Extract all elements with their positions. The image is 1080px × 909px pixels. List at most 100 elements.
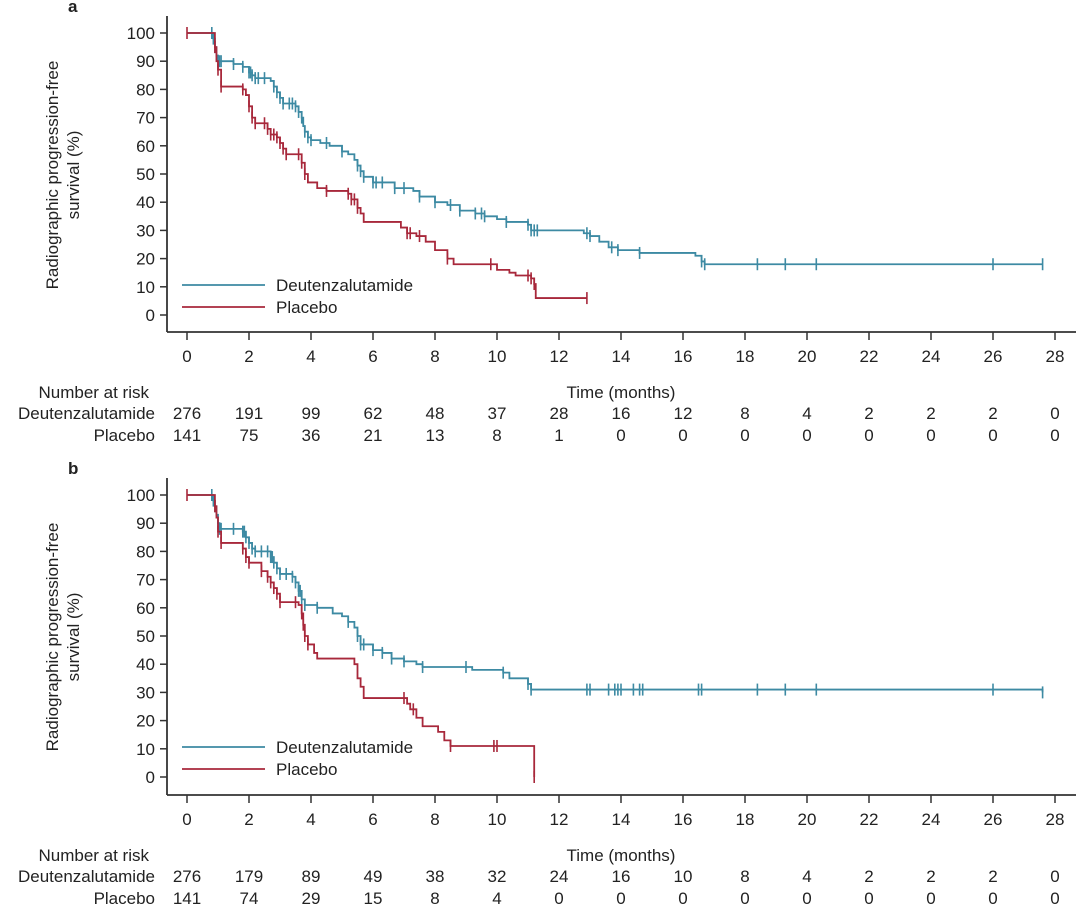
risk-value: 4 xyxy=(802,404,811,423)
risk-value: 8 xyxy=(740,867,749,886)
risk-value: 38 xyxy=(426,867,445,886)
risk-value: 0 xyxy=(802,426,811,445)
y-tick-label: 20 xyxy=(136,712,155,731)
risk-value: 141 xyxy=(173,889,201,908)
risk-table-title: Number at risk xyxy=(38,383,149,402)
x-tick-label: 28 xyxy=(1046,810,1065,829)
risk-value: 29 xyxy=(302,889,321,908)
y-tick-label: 40 xyxy=(136,655,155,674)
x-tick-label: 8 xyxy=(430,810,439,829)
y-tick-label: 100 xyxy=(127,24,155,43)
risk-value: 0 xyxy=(1050,867,1059,886)
y-axis-title-line: Radiographic progression-free xyxy=(43,61,62,290)
risk-value: 0 xyxy=(926,889,935,908)
legend-label: Deutenzalutamide xyxy=(276,738,413,757)
risk-row-label: Placebo xyxy=(94,426,155,445)
risk-row-label: Deutenzalutamide xyxy=(18,867,155,886)
risk-value: 141 xyxy=(173,426,201,445)
risk-value: 0 xyxy=(740,426,749,445)
risk-value: 0 xyxy=(864,426,873,445)
risk-value: 0 xyxy=(1050,889,1059,908)
risk-value: 4 xyxy=(802,867,811,886)
risk-value: 16 xyxy=(612,867,631,886)
risk-value: 0 xyxy=(678,889,687,908)
x-tick-label: 24 xyxy=(922,810,941,829)
series-placebo xyxy=(186,27,588,305)
risk-value: 0 xyxy=(802,889,811,908)
x-tick-label: 4 xyxy=(306,810,315,829)
y-tick-label: 20 xyxy=(136,250,155,269)
risk-value: 2 xyxy=(988,867,997,886)
risk-value: 0 xyxy=(554,889,563,908)
x-tick-label: 10 xyxy=(488,347,507,366)
risk-value: 2 xyxy=(926,867,935,886)
x-tick-label: 26 xyxy=(984,810,1003,829)
y-tick-label: 90 xyxy=(136,52,155,71)
panel-label: a xyxy=(68,0,78,16)
x-tick-label: 20 xyxy=(798,810,817,829)
y-axis-title-line: survival (%) xyxy=(64,593,83,682)
y-tick-label: 70 xyxy=(136,571,155,590)
km-curve xyxy=(187,32,1043,266)
risk-value: 2 xyxy=(988,404,997,423)
x-tick-label: 6 xyxy=(368,347,377,366)
risk-value: 28 xyxy=(550,404,569,423)
risk-value: 0 xyxy=(926,426,935,445)
risk-value: 99 xyxy=(302,404,321,423)
x-tick-label: 0 xyxy=(182,810,191,829)
y-tick-label: 0 xyxy=(146,306,155,325)
risk-value: 74 xyxy=(240,889,259,908)
risk-value: 1 xyxy=(554,426,563,445)
risk-value: 0 xyxy=(678,426,687,445)
series-deutenzalutamide xyxy=(187,27,1044,271)
km-curve xyxy=(187,494,1044,693)
risk-value: 0 xyxy=(616,426,625,445)
y-tick-label: 40 xyxy=(136,193,155,212)
x-tick-label: 26 xyxy=(984,347,1003,366)
x-axis-title: Time (months) xyxy=(567,846,676,865)
y-tick-label: 60 xyxy=(136,137,155,156)
risk-value: 0 xyxy=(988,426,997,445)
y-axis-title: Radiographic progression-free survival (%… xyxy=(43,523,83,752)
y-tick-label: 10 xyxy=(136,278,155,297)
series-placebo xyxy=(186,489,536,783)
legend-label: Placebo xyxy=(276,298,337,317)
risk-value: 2 xyxy=(864,404,873,423)
y-tick-label: 80 xyxy=(136,80,155,99)
risk-value: 89 xyxy=(302,867,321,886)
y-tick-label: 30 xyxy=(136,683,155,702)
risk-value: 0 xyxy=(1050,404,1059,423)
risk-value: 75 xyxy=(240,426,259,445)
y-axis-title: Radiographic progression-free survival (%… xyxy=(43,61,83,290)
x-tick-label: 2 xyxy=(244,810,253,829)
risk-row-label: Deutenzalutamide xyxy=(18,404,155,423)
series-deutenzalutamide xyxy=(187,489,1044,699)
risk-value: 8 xyxy=(492,426,501,445)
y-tick-label: 10 xyxy=(136,740,155,759)
x-tick-label: 14 xyxy=(612,347,631,366)
x-tick-label: 18 xyxy=(736,810,755,829)
x-tick-label: 0 xyxy=(182,347,191,366)
x-tick-label: 24 xyxy=(922,347,941,366)
y-tick-label: 0 xyxy=(146,768,155,787)
x-tick-label: 20 xyxy=(798,347,817,366)
risk-value: 276 xyxy=(173,867,201,886)
x-tick-label: 10 xyxy=(488,810,507,829)
risk-value: 179 xyxy=(235,867,263,886)
risk-value: 21 xyxy=(364,426,383,445)
risk-row-label: Placebo xyxy=(94,889,155,908)
risk-value: 2 xyxy=(864,867,873,886)
risk-value: 12 xyxy=(674,404,693,423)
y-tick-label: 30 xyxy=(136,221,155,240)
risk-value: 2 xyxy=(926,404,935,423)
risk-value: 276 xyxy=(173,404,201,423)
panel-label: b xyxy=(68,459,78,478)
risk-value: 24 xyxy=(550,867,569,886)
risk-value: 0 xyxy=(616,889,625,908)
y-tick-label: 80 xyxy=(136,542,155,561)
x-tick-label: 28 xyxy=(1046,347,1065,366)
y-axis-title-line: survival (%) xyxy=(64,131,83,220)
